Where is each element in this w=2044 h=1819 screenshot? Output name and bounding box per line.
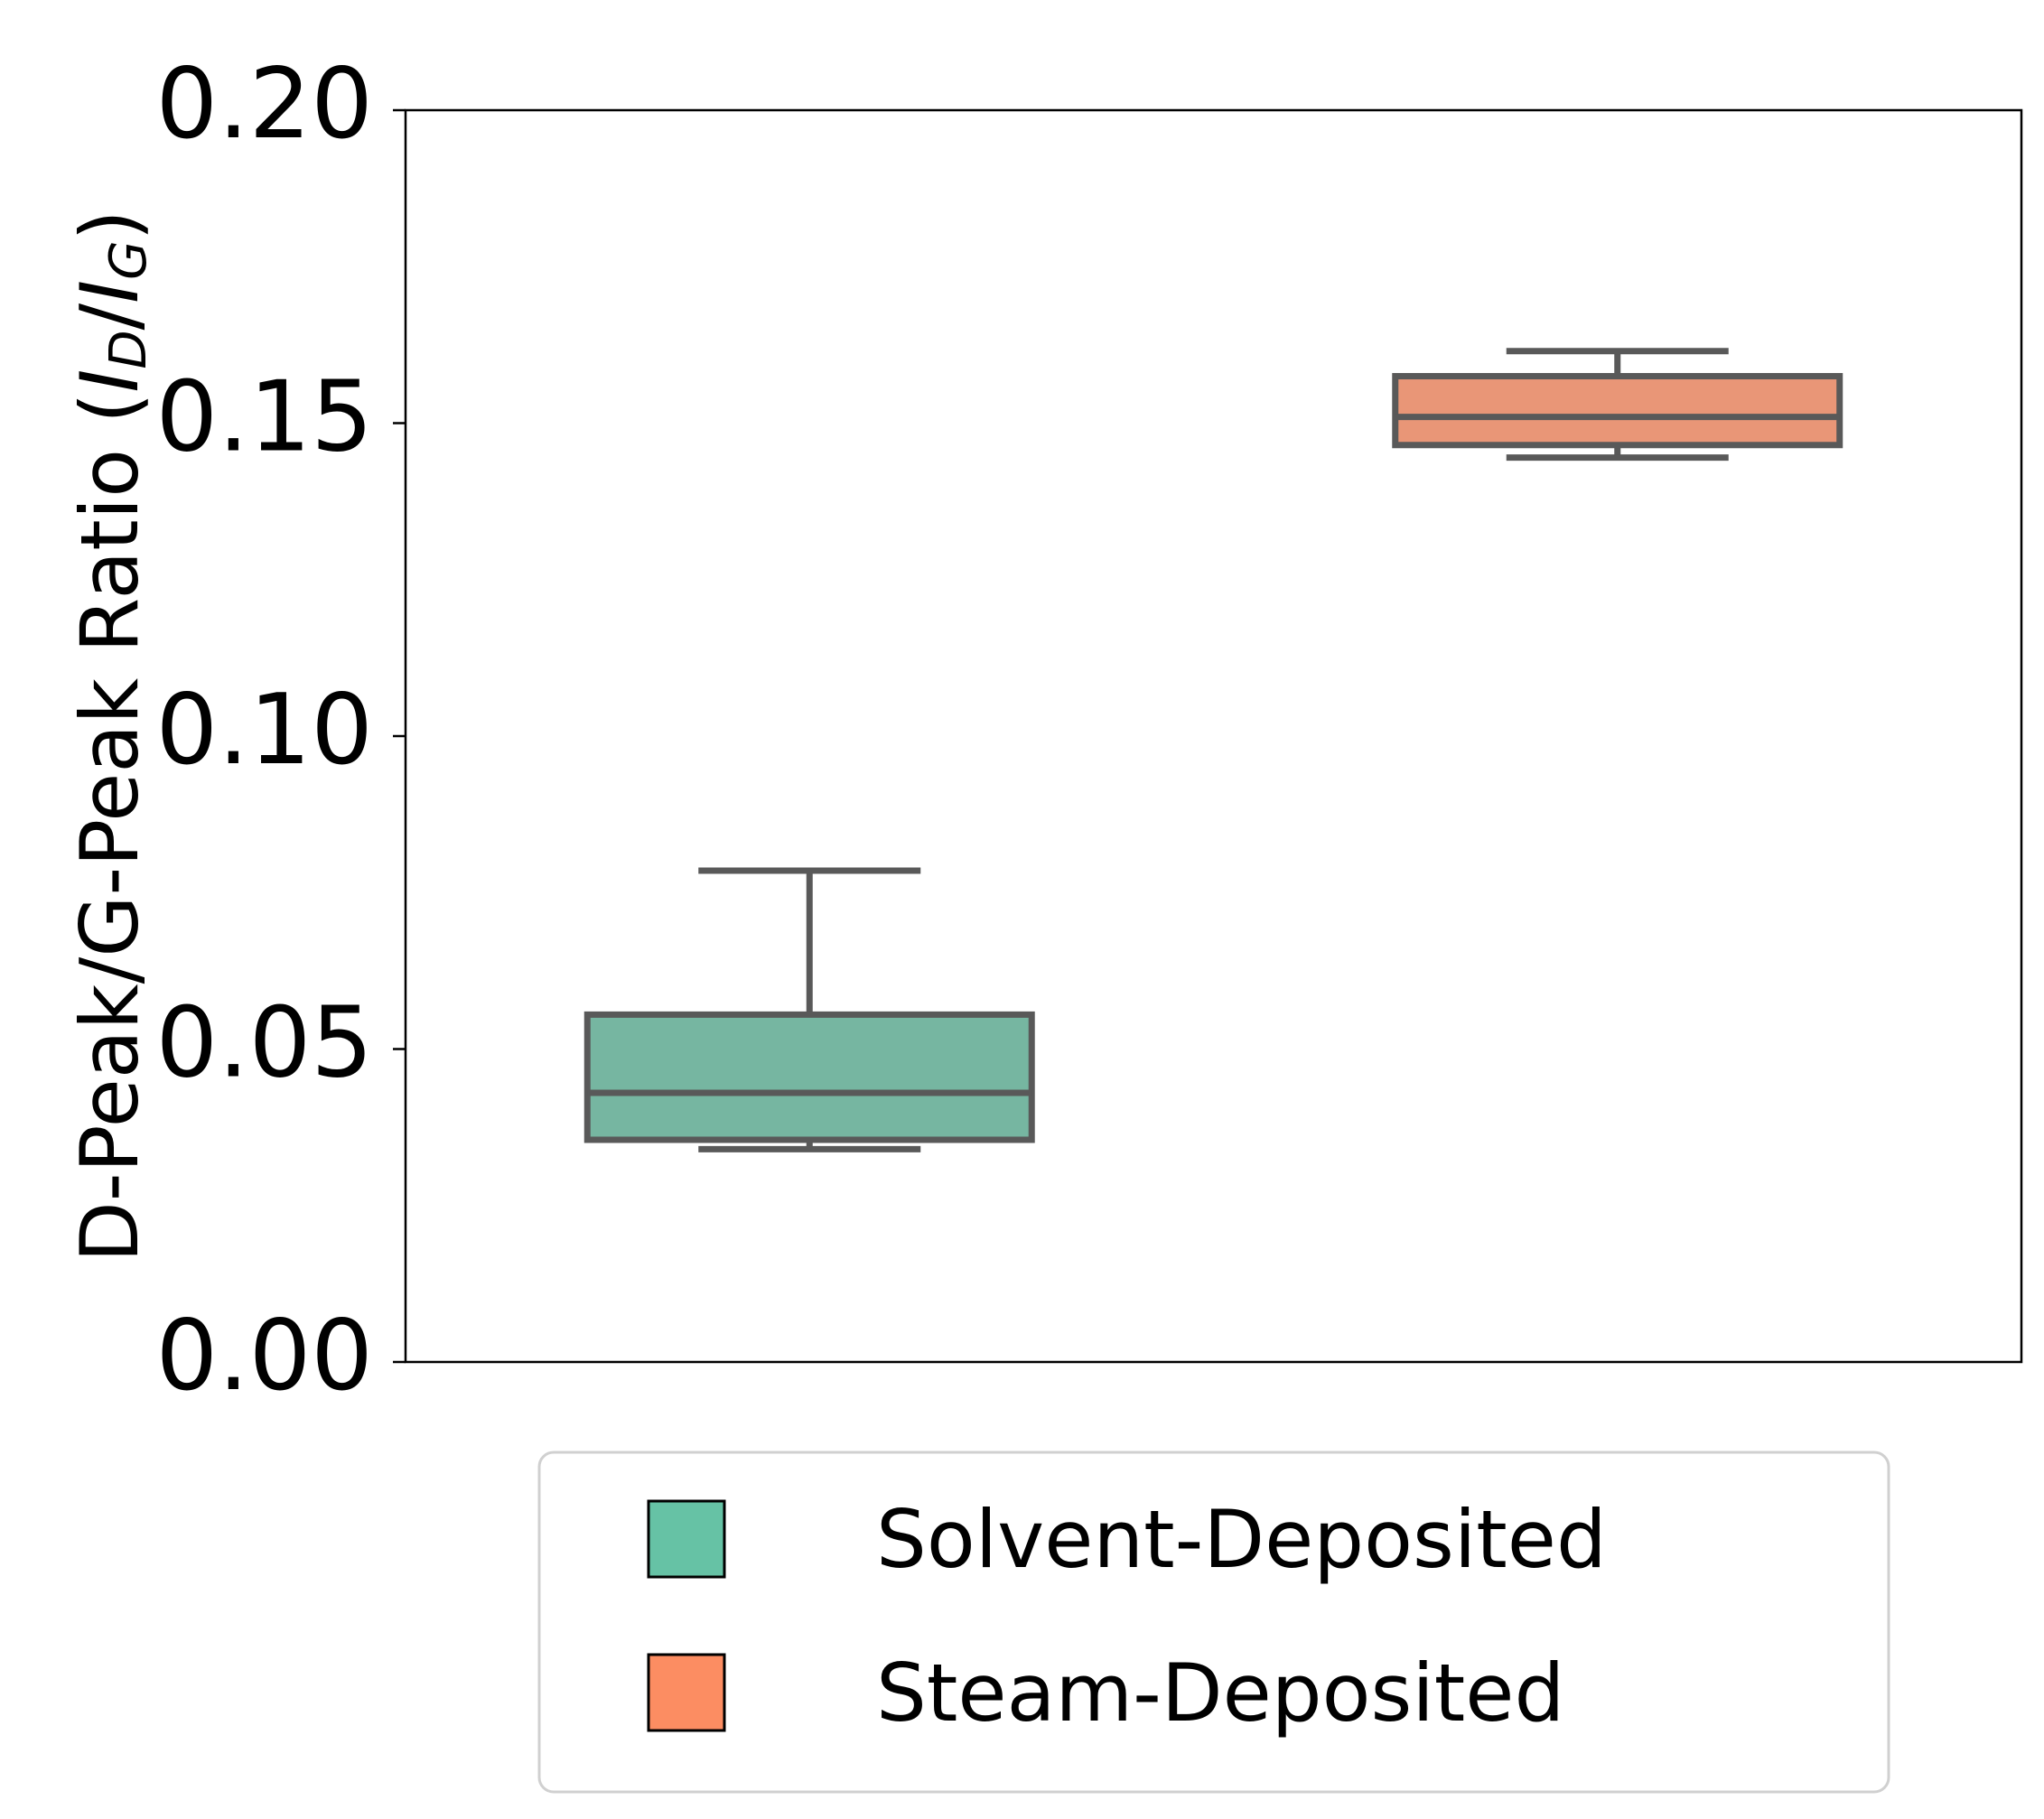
legend-frame xyxy=(537,1451,1890,1794)
y-tick-label: 0.05 xyxy=(156,986,373,1099)
y-tick-label: 0.20 xyxy=(156,48,373,161)
y-axis: 0.00 0.05 0.10 0.15 0.20 xyxy=(156,48,406,1413)
legend-swatch-steam xyxy=(647,1653,726,1732)
y-tick-label: 0.00 xyxy=(156,1300,373,1413)
legend: Solvent-Deposited Steam-Deposited xyxy=(537,1451,1890,1794)
box-solvent xyxy=(583,867,1035,1152)
legend-label-steam: Steam-Deposited xyxy=(876,1646,1564,1740)
box-steam xyxy=(1392,348,1843,462)
y-tick-label: 0.15 xyxy=(156,360,373,473)
boxes xyxy=(583,348,1843,1152)
y-tick-label: 0.10 xyxy=(156,674,373,787)
legend-label-solvent: Solvent-Deposited xyxy=(876,1493,1607,1586)
y-axis-label: D-Peak/G-Peak Ratio (ID/IG) xyxy=(63,210,158,1263)
plot-area xyxy=(404,108,2023,1364)
iqr-box xyxy=(1392,373,1843,449)
iqr-box xyxy=(583,1011,1035,1143)
legend-swatch-solvent xyxy=(647,1499,726,1579)
